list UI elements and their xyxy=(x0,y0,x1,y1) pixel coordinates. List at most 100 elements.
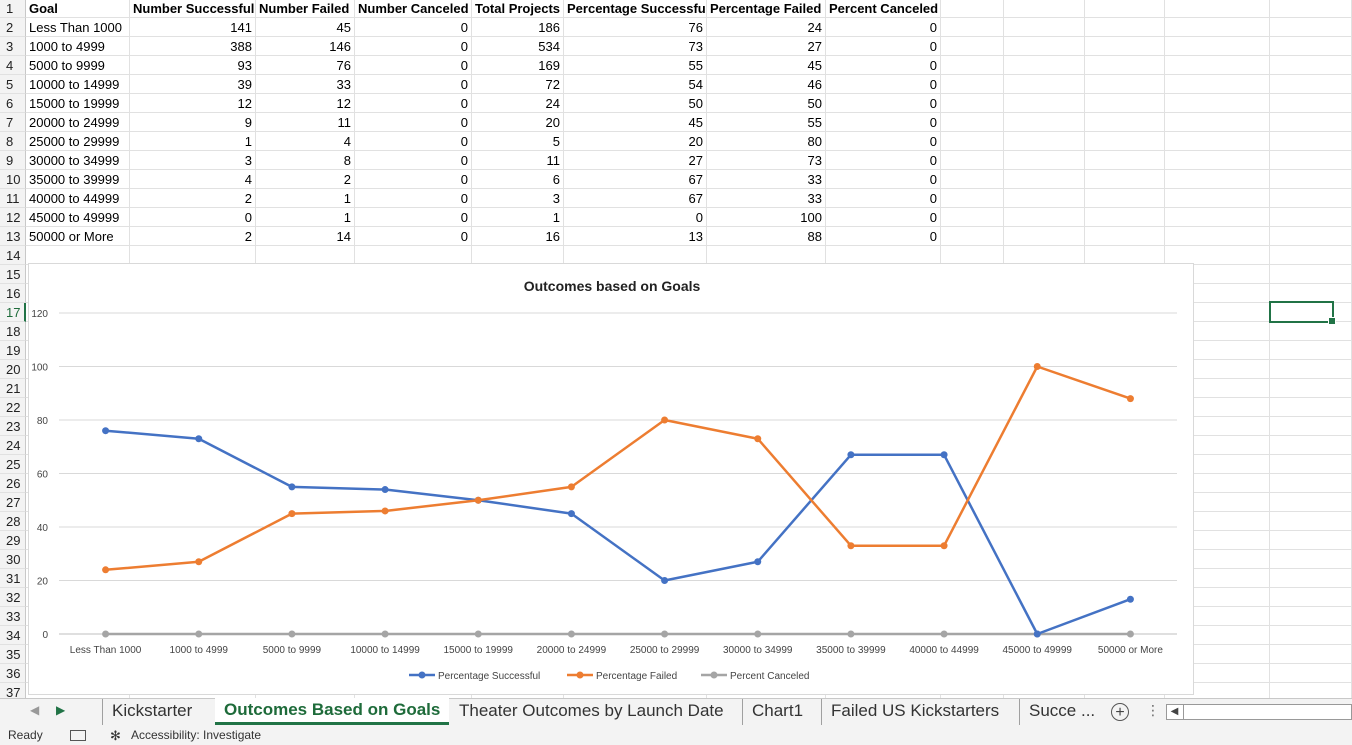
table-cell[interactable]: 0 xyxy=(826,94,941,113)
table-cell[interactable]: 0 xyxy=(826,189,941,208)
table-cell[interactable]: 24 xyxy=(472,94,564,113)
table-cell[interactable]: 146 xyxy=(256,37,355,56)
table-cell[interactable]: 12 xyxy=(130,94,256,113)
table-cell[interactable]: 67 xyxy=(564,170,707,189)
row-header[interactable]: 18 xyxy=(0,322,26,341)
row-header[interactable]: 19 xyxy=(0,341,26,360)
row-header[interactable]: 8 xyxy=(0,132,26,151)
row-header[interactable]: 25 xyxy=(0,455,26,474)
row-header[interactable]: 14 xyxy=(0,246,26,265)
table-cell[interactable]: 1 xyxy=(472,208,564,227)
table-cell[interactable]: 4 xyxy=(130,170,256,189)
row-header[interactable]: 10 xyxy=(0,170,26,189)
table-cell[interactable]: 27 xyxy=(707,37,826,56)
table-cell[interactable]: 0 xyxy=(355,56,472,75)
table-cell[interactable]: 39 xyxy=(130,75,256,94)
table-cell[interactable]: 0 xyxy=(355,132,472,151)
table-cell[interactable]: 2 xyxy=(256,170,355,189)
table-cell[interactable]: 0 xyxy=(355,227,472,246)
plus-circle-icon[interactable]: + xyxy=(1111,703,1129,721)
row-header[interactable]: 6 xyxy=(0,94,26,113)
table-cell[interactable]: 0 xyxy=(826,132,941,151)
table-cell[interactable]: 0 xyxy=(564,208,707,227)
table-cell[interactable]: 1 xyxy=(130,132,256,151)
table-cell[interactable]: 2 xyxy=(130,189,256,208)
table-cell[interactable]: 0 xyxy=(826,75,941,94)
table-cell[interactable]: 141 xyxy=(130,18,256,37)
row-header[interactable]: 22 xyxy=(0,398,26,417)
table-cell[interactable]: 30000 to 34999 xyxy=(26,151,130,170)
row-header[interactable]: 26 xyxy=(0,474,26,493)
row-header[interactable]: 2 xyxy=(0,18,26,37)
table-cell[interactable]: 33 xyxy=(707,170,826,189)
row-header[interactable]: 24 xyxy=(0,436,26,455)
table-cell[interactable]: 20 xyxy=(472,113,564,132)
table-cell[interactable]: 55 xyxy=(707,113,826,132)
tab-kickstarter[interactable]: Kickstarter xyxy=(102,699,201,725)
row-header[interactable]: 4 xyxy=(0,56,26,75)
table-cell[interactable]: 169 xyxy=(472,56,564,75)
row-header[interactable]: 1 xyxy=(0,0,26,18)
tab-chart1[interactable]: Chart1 xyxy=(742,699,812,725)
table-cell[interactable]: 0 xyxy=(826,37,941,56)
table-cell[interactable]: 80 xyxy=(707,132,826,151)
row-header[interactable]: 7 xyxy=(0,113,26,132)
table-cell[interactable]: 54 xyxy=(564,75,707,94)
table-cell[interactable]: 0 xyxy=(355,37,472,56)
table-cell[interactable]: 0 xyxy=(355,18,472,37)
macro-record-icon[interactable] xyxy=(70,730,86,741)
table-cell[interactable]: 46 xyxy=(707,75,826,94)
table-cell[interactable]: 100 xyxy=(707,208,826,227)
tab-outcomes-based-on-goals[interactable]: Outcomes Based on Goals xyxy=(215,698,450,725)
table-cell[interactable]: 27 xyxy=(564,151,707,170)
worksheet-grid[interactable]: 1 2 3 4 5 6 7 8 9 10 11 12 13 14 15 16 17 18 19 20 21 22 23 24 2… xyxy=(0,0,1352,698)
tab-theater-outcomes[interactable]: Theater Outcomes by Launch Date xyxy=(459,701,724,720)
table-cell[interactable]: 3 xyxy=(130,151,256,170)
table-cell[interactable]: 534 xyxy=(472,37,564,56)
row-header[interactable]: 28 xyxy=(0,512,26,531)
table-cell[interactable]: 24 xyxy=(707,18,826,37)
accessibility-status[interactable]: Accessibility: Investigate xyxy=(131,728,262,742)
row-header[interactable]: 12 xyxy=(0,208,26,227)
row-header[interactable]: 27 xyxy=(0,493,26,512)
table-cell[interactable]: 33 xyxy=(256,75,355,94)
table-cell[interactable]: 10000 to 14999 xyxy=(26,75,130,94)
table-cell[interactable]: 50000 or More xyxy=(26,227,130,246)
table-cell[interactable]: 45 xyxy=(564,113,707,132)
table-cell[interactable]: 73 xyxy=(707,151,826,170)
table-cell[interactable]: 0 xyxy=(355,75,472,94)
table-cell[interactable]: 186 xyxy=(472,18,564,37)
row-header[interactable]: 36 xyxy=(0,664,26,683)
tab-failed-us-kickstarters[interactable]: Failed US Kickstarters xyxy=(821,699,1008,725)
table-cell[interactable]: 76 xyxy=(564,18,707,37)
row-header[interactable]: 23 xyxy=(0,417,26,436)
selected-cell[interactable] xyxy=(1269,301,1336,325)
column-header-cell[interactable]: Percentage Successful xyxy=(564,0,707,18)
outcomes-chart[interactable]: Outcomes based on Goals 0 20 40 60 80 100 120 Le… xyxy=(28,263,1194,695)
table-cell[interactable]: 11 xyxy=(472,151,564,170)
row-header[interactable]: 16 xyxy=(0,284,26,303)
table-cell[interactable]: 12 xyxy=(256,94,355,113)
row-header[interactable]: 20 xyxy=(0,360,26,379)
row-header[interactable]: 5 xyxy=(0,75,26,94)
column-header-cell[interactable]: Percent Canceled xyxy=(826,0,941,18)
tab-scroll-left-icon[interactable]: ◀ xyxy=(30,703,40,717)
table-cell[interactable]: 20000 to 24999 xyxy=(26,113,130,132)
row-header[interactable]: 37 xyxy=(0,683,26,698)
row-header[interactable]: 33 xyxy=(0,607,26,626)
table-cell[interactable]: 9 xyxy=(130,113,256,132)
table-cell[interactable]: 16 xyxy=(472,227,564,246)
table-cell[interactable]: 0 xyxy=(826,56,941,75)
table-cell[interactable]: 35000 to 39999 xyxy=(26,170,130,189)
table-cell[interactable]: 25000 to 29999 xyxy=(26,132,130,151)
table-cell[interactable]: 0 xyxy=(826,227,941,246)
table-cell[interactable]: 13 xyxy=(564,227,707,246)
row-header[interactable]: 34 xyxy=(0,626,26,645)
table-cell[interactable]: Less Than 1000 xyxy=(26,18,130,37)
table-cell[interactable]: 88 xyxy=(707,227,826,246)
table-cell[interactable]: 0 xyxy=(355,151,472,170)
column-header-cell[interactable]: Percentage Failed xyxy=(707,0,826,18)
table-cell[interactable]: 0 xyxy=(826,18,941,37)
table-cell[interactable]: 0 xyxy=(355,189,472,208)
row-header[interactable]: 30 xyxy=(0,550,26,569)
